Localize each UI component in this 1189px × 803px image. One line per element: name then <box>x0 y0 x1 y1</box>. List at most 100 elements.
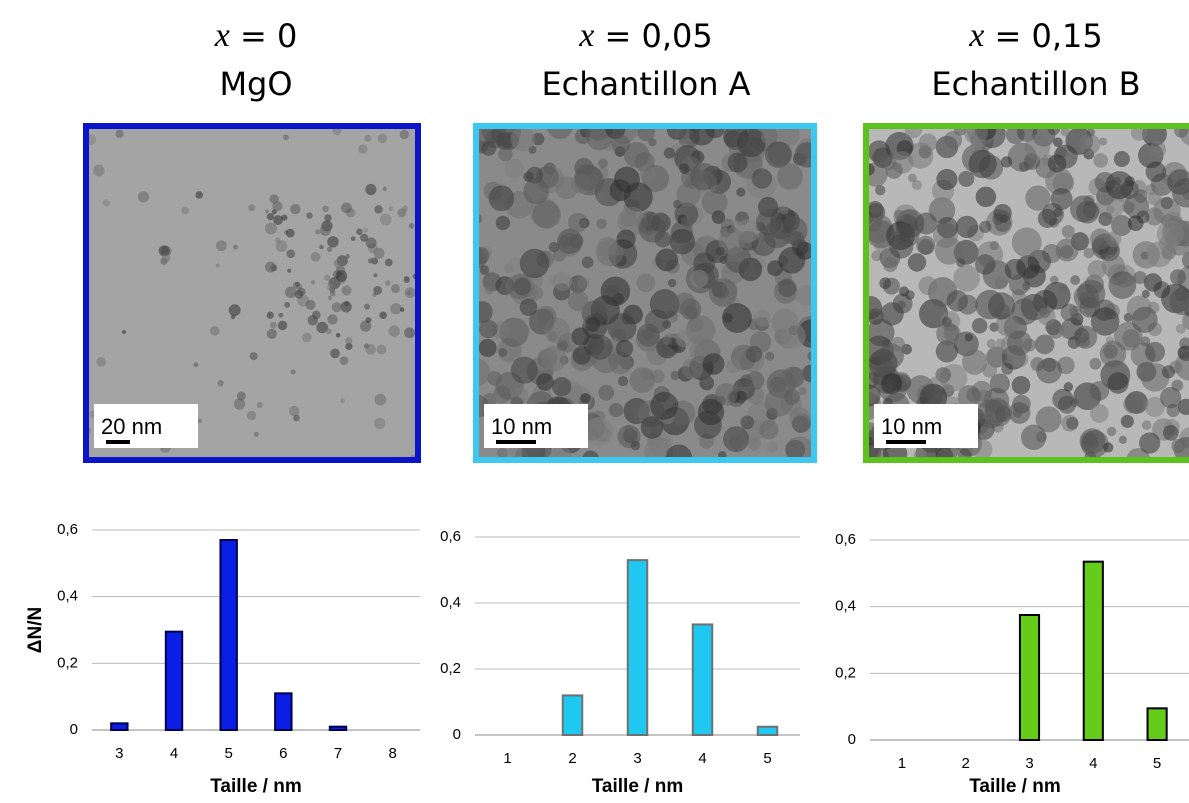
particle <box>1036 357 1062 384</box>
particle <box>1066 417 1079 430</box>
particle <box>795 284 814 306</box>
particle <box>340 301 352 313</box>
particle <box>364 134 372 143</box>
particle <box>1084 138 1093 147</box>
particle <box>722 303 752 333</box>
particle <box>639 165 656 182</box>
particle <box>536 373 554 391</box>
particle <box>957 294 978 315</box>
particle <box>723 426 750 453</box>
particle <box>519 298 538 317</box>
particle <box>121 329 127 335</box>
particle <box>102 199 110 207</box>
particle <box>228 304 241 317</box>
particle <box>987 292 1016 320</box>
particle <box>115 129 124 138</box>
particle <box>400 307 405 312</box>
particle <box>1162 425 1179 441</box>
particle <box>284 301 291 308</box>
particle <box>282 134 289 141</box>
particle <box>736 378 746 388</box>
particle <box>513 277 532 296</box>
particle <box>270 264 278 272</box>
particle <box>581 256 594 269</box>
particle <box>558 235 572 248</box>
particle <box>649 289 680 319</box>
particle <box>345 342 353 350</box>
particle <box>373 247 385 259</box>
particle <box>535 305 557 328</box>
particle <box>751 168 773 189</box>
particle <box>1177 398 1189 416</box>
particle <box>1161 365 1176 379</box>
particle <box>745 371 765 390</box>
particle <box>680 215 694 229</box>
particle <box>1024 134 1051 161</box>
variable: x <box>578 17 594 54</box>
particle <box>541 346 567 372</box>
particle <box>623 142 650 168</box>
particle <box>379 213 392 226</box>
particle <box>785 436 814 460</box>
particle <box>327 283 335 291</box>
particle <box>1167 169 1189 195</box>
particle <box>745 345 763 363</box>
particle <box>701 375 713 387</box>
particle <box>759 419 779 440</box>
particle <box>363 227 369 233</box>
particle <box>890 336 906 352</box>
particle <box>236 391 246 401</box>
x-tick-label: 5 <box>763 750 771 767</box>
particle <box>360 320 372 332</box>
particle <box>1020 424 1047 450</box>
particle <box>736 187 746 197</box>
particle <box>1034 334 1055 355</box>
particle <box>495 215 511 231</box>
particle <box>927 318 937 328</box>
particle <box>379 311 387 320</box>
particle <box>777 278 797 298</box>
particle <box>1141 126 1167 147</box>
tem-image <box>476 126 814 460</box>
particle <box>232 244 239 250</box>
panel-formula: x = 0 <box>214 17 298 55</box>
particle <box>408 223 415 229</box>
particle <box>596 236 618 258</box>
particle <box>1079 428 1106 454</box>
particle <box>510 356 538 384</box>
particle <box>780 206 789 215</box>
particle <box>210 326 220 336</box>
particle <box>1000 156 1013 168</box>
particle <box>1058 322 1075 339</box>
particle <box>989 240 999 251</box>
particle <box>301 332 312 343</box>
particle <box>264 209 270 214</box>
particle <box>596 218 607 229</box>
particle <box>339 356 349 365</box>
particle <box>798 387 807 396</box>
bar <box>626 559 649 736</box>
equals: = 0,15 <box>984 17 1102 55</box>
particle <box>662 336 672 345</box>
particle <box>373 273 378 278</box>
particle <box>305 299 316 310</box>
particle <box>215 263 220 268</box>
particle <box>1093 153 1109 168</box>
particle <box>767 141 793 166</box>
particle <box>1111 215 1133 236</box>
particle <box>281 214 288 221</box>
particle <box>638 214 667 243</box>
particle <box>916 235 936 255</box>
variable: x <box>968 17 984 54</box>
particle <box>1154 186 1164 196</box>
particle <box>872 147 893 168</box>
particle <box>233 398 246 410</box>
particle <box>1160 196 1173 210</box>
particle <box>881 373 903 395</box>
particle <box>1055 238 1079 262</box>
particle <box>1105 205 1115 215</box>
bar <box>219 539 238 731</box>
particle <box>587 334 613 360</box>
particle <box>679 163 690 174</box>
particle <box>724 130 742 148</box>
